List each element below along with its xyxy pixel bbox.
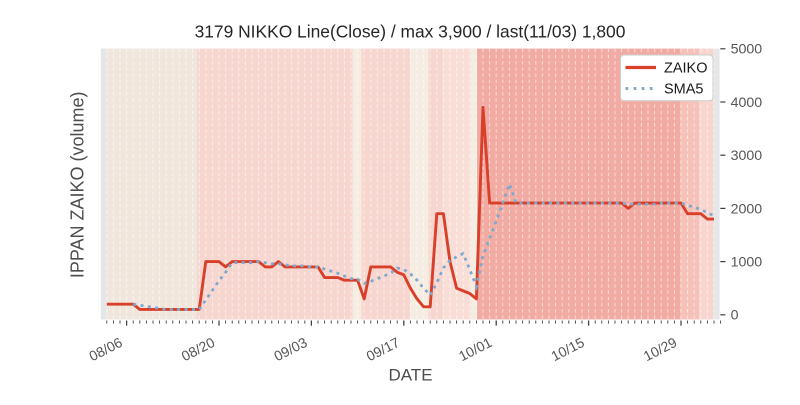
svg-text:SMA5: SMA5 [664,82,704,98]
svg-text:3179 NIKKO Line(Close) / max 3: 3179 NIKKO Line(Close) / max 3,900 / las… [195,22,626,42]
svg-text:2000: 2000 [731,201,763,217]
svg-text:5000: 5000 [731,42,763,58]
svg-text:3000: 3000 [731,148,763,164]
svg-text:DATE: DATE [388,366,432,385]
svg-text:IPPAN ZAIKO (volume): IPPAN ZAIKO (volume) [68,91,88,278]
svg-text:4000: 4000 [731,95,763,111]
svg-text:ZAIKO: ZAIKO [664,61,708,77]
svg-text:0: 0 [731,308,739,324]
svg-text:1000: 1000 [731,255,763,271]
